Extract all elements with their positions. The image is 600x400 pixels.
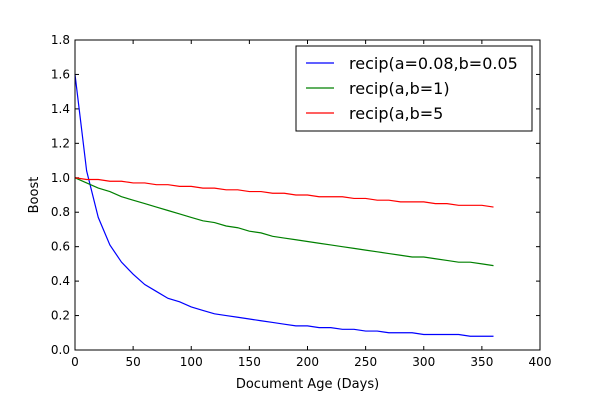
y-tick-label: 0.0: [51, 343, 70, 357]
y-tick-label: 0.6: [51, 240, 70, 254]
y-tick-label: 1.0: [51, 171, 70, 185]
y-tick-label: 1.2: [51, 136, 70, 150]
x-tick-label: 150: [238, 355, 261, 369]
x-tick-label: 50: [125, 355, 140, 369]
legend: recip(a=0.08,b=0.05 recip(a,b=1) recip(a,b…: [295, 45, 533, 132]
ticks-layer: 0 50 100 150 200 250 300 350 400 0.0 0.2 0.4 0.6 0.8 1…: [51, 33, 552, 369]
y-axis-label: Boost: [27, 177, 42, 214]
series-line-2: [74, 177, 494, 267]
plot-frame: [74, 39, 541, 351]
legend-label-2: recip(a,b=1): [349, 79, 450, 98]
x-axis-label: Document Age (Days): [236, 377, 379, 392]
x-tick-label: 200: [296, 355, 319, 369]
x-tick-label: 300: [412, 355, 435, 369]
series-line-3: [74, 177, 494, 208]
x-tick-label: 100: [180, 355, 203, 369]
legend-label-1: recip(a=0.08,b=0.05: [349, 54, 518, 73]
x-tick-label: 250: [354, 355, 377, 369]
series-layer: [74, 74, 494, 337]
y-tick-label: 1.8: [51, 33, 70, 47]
y-tick-label: 1.4: [51, 102, 70, 116]
legend-frame: [295, 45, 533, 132]
x-tick-label: 350: [470, 355, 493, 369]
x-tick-label: 400: [529, 355, 552, 369]
y-tick-label: 1.6: [51, 67, 70, 81]
series-line-1: [74, 74, 494, 337]
y-tick-label: 0.8: [51, 205, 70, 219]
y-tick-label: 0.4: [51, 274, 70, 288]
legend-label-3: recip(a,b=5: [349, 104, 443, 123]
x-tick-label: 0: [71, 355, 79, 369]
y-tick-label: 0.2: [51, 309, 70, 323]
